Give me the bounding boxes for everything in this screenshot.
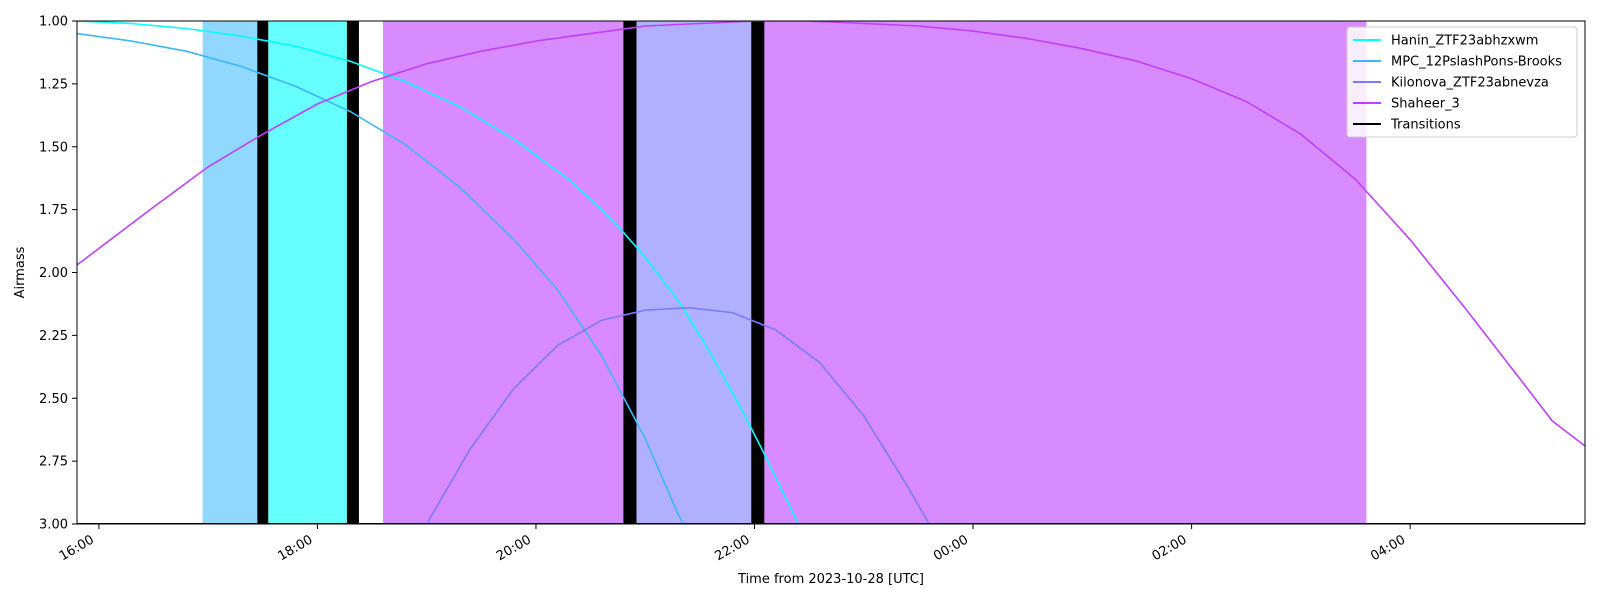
y-tick-label: 2.25 [39,329,68,344]
y-tick-label: 1.25 [39,77,68,92]
x-tick-label: 22:00 [713,532,753,564]
transition-bar [257,21,269,524]
y-tick-label: 1.50 [39,140,68,155]
observation-bands [202,21,1367,524]
x-axis-ticks: 16:00 18:00 20:00 22:00 00:00 02:00 04:00 [57,524,1411,564]
observation-band [382,21,624,524]
y-tick-label: 2.00 [39,266,68,281]
legend-label: MPC_12PslashPons-Brooks [1391,55,1562,70]
legend-label: Kilonova_ZTF23abnevza [1391,76,1549,91]
airmass-curves [77,21,1585,524]
series-line [77,21,799,524]
series-line [426,306,930,524]
transition-bar [346,21,359,524]
x-tick-label: 16:00 [57,532,97,564]
y-tick-label: 1.75 [39,203,68,218]
observation-band [636,21,752,524]
legend-label: Hanin_ZTF23abhzxwm [1391,34,1538,49]
series-line [77,32,685,524]
y-axis-ticks: 1.00 1.25 1.50 1.75 2.00 2.25 2.50 2.75 3.00 [39,15,77,533]
x-tick-label: 00:00 [931,532,971,564]
series-line [77,21,1585,447]
x-axis-label: Time from 2023-10-28 [UTC] [737,572,924,587]
x-tick-label: 02:00 [1150,532,1190,564]
y-axis-label: Airmass [13,246,28,298]
legend-label: Transitions [1390,118,1461,133]
transition-bar [751,21,765,524]
legend-box [1346,26,1578,138]
x-tick-label: 20:00 [494,532,534,564]
legend-label: Shaheer_3 [1391,97,1460,112]
transition-bar [623,21,637,524]
legend: Hanin_ZTF23abhzxwm MPC_12PslashPons-Brook… [1346,26,1578,138]
transition-bars [257,21,765,524]
observation-band [764,21,1367,524]
x-tick-label: 04:00 [1368,532,1408,564]
y-tick-label: 3.00 [39,518,68,533]
x-tick-label: 18:00 [275,532,315,564]
y-tick-label: 1.00 [39,15,68,30]
observation-band [202,21,258,524]
y-tick-label: 2.50 [39,392,68,407]
y-tick-label: 2.75 [39,455,68,470]
